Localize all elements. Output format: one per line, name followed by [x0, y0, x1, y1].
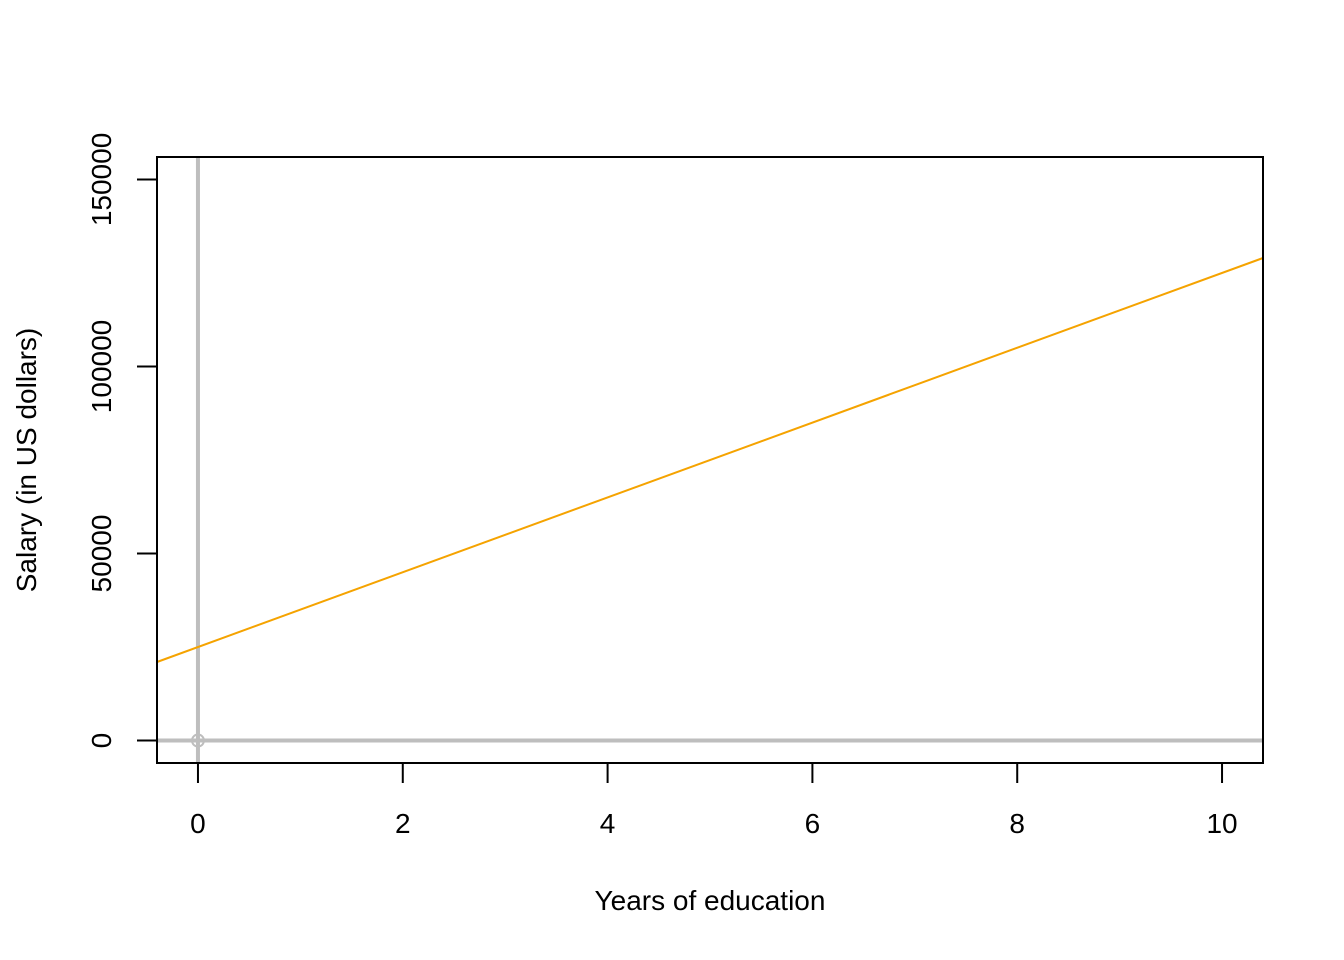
y-tick-label-2: 100000	[86, 320, 117, 413]
x-tick-label-4: 8	[1009, 808, 1025, 839]
x-tick-label-0: 0	[190, 808, 206, 839]
y-tick-label-1: 50000	[86, 515, 117, 593]
x-axis-title: Years of education	[595, 885, 826, 916]
y-axis-title: Salary (in US dollars)	[11, 328, 42, 593]
x-tick-label-2: 4	[600, 808, 616, 839]
plot-layer	[156, 157, 1264, 763]
x-axis: 0 2 4 6 8 10	[190, 762, 1238, 839]
x-tick-label-1: 2	[395, 808, 411, 839]
origin-point	[190, 733, 205, 748]
x-tick-label-3: 6	[805, 808, 821, 839]
y-axis: 0 50000 100000 150000	[86, 133, 158, 749]
y-tick-label-3: 150000	[86, 133, 117, 226]
x-tick-label-5: 10	[1206, 808, 1237, 839]
y-tick-label-0: 0	[86, 733, 117, 749]
series-line-0	[156, 257, 1264, 663]
